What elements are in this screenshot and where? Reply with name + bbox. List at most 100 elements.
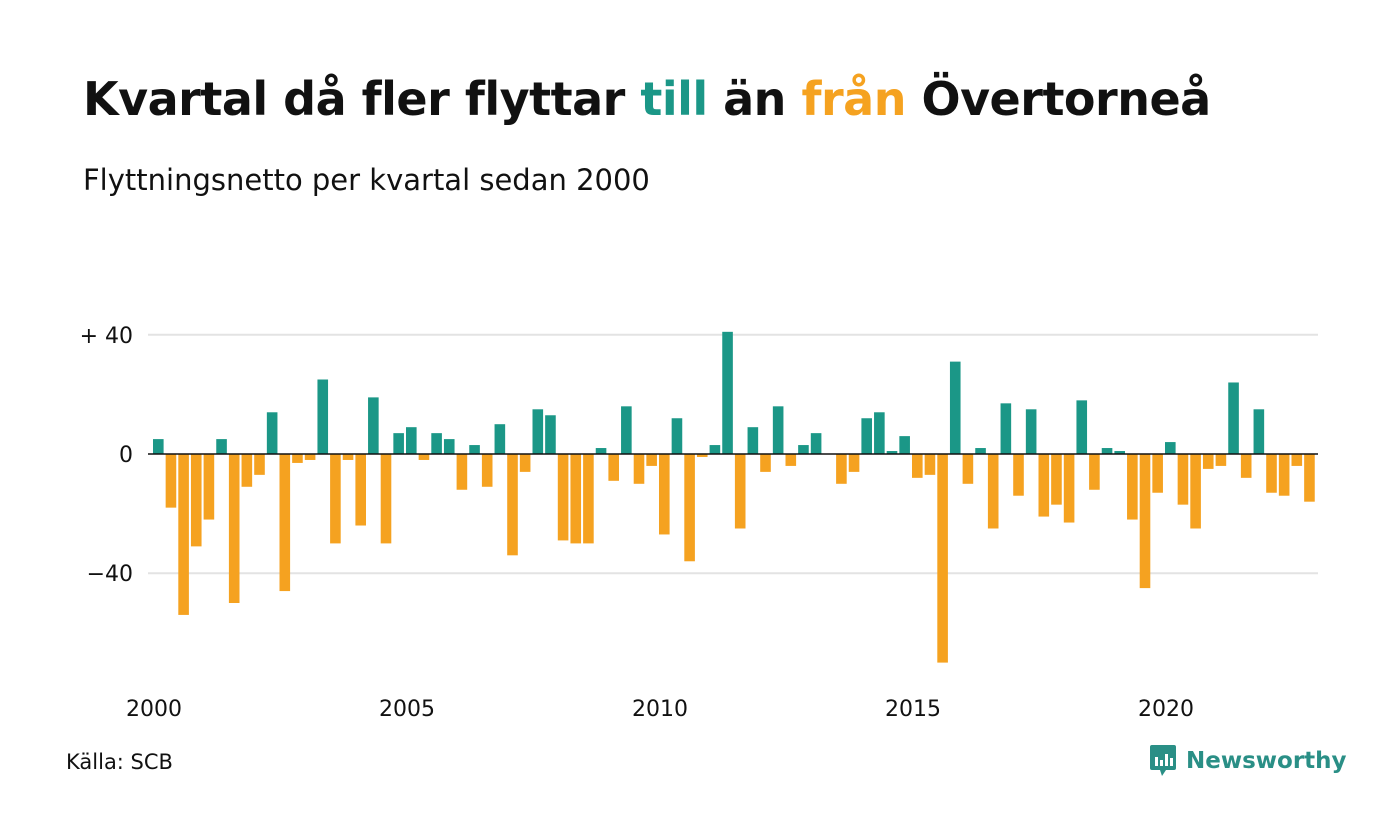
bar [507,454,518,556]
bar [228,454,240,603]
bars-layer [153,331,1315,663]
title-highlight-till: till [640,72,708,126]
bar [1291,454,1303,466]
bar [342,454,354,460]
bar [962,454,974,484]
bar [1114,451,1125,454]
bar [937,454,948,663]
newsworthy-logo-icon [1150,745,1176,776]
bar [1025,409,1037,454]
bar [747,427,759,454]
grid-layer [148,333,1318,575]
x-axis-labels: 2000 2005 2010 2015 2020 [126,697,1194,722]
y-tick-label: + 40 [80,324,133,349]
bar [772,406,784,454]
bar [1089,454,1100,490]
bar [583,454,594,544]
bar [886,451,898,454]
bar [696,454,708,457]
bar [1266,454,1277,493]
bar [760,454,771,472]
x-tick-label: 2015 [885,697,941,722]
bar [1013,454,1024,496]
bar [1228,382,1239,454]
bar [254,454,265,475]
bar [532,409,544,454]
bar [659,454,670,535]
title-part-1: Kvartal då fler flyttar [83,72,641,126]
bar [481,454,493,487]
bar [899,436,910,454]
bar [1177,454,1189,505]
bar [734,454,746,529]
bar [1101,448,1113,454]
bar [380,454,392,544]
bar [1063,454,1075,523]
bar [785,454,797,466]
bar [874,412,885,454]
bar [1202,454,1214,469]
bar [292,454,303,463]
bar [1000,403,1012,454]
bar-chart: + 40 0 −40 2000 2005 2010 2015 2020 [80,324,1318,722]
x-tick-label: 2005 [379,697,435,722]
bar [848,454,860,472]
bar [1215,454,1227,466]
bar [203,454,215,520]
x-tick-label: 2020 [1138,697,1194,722]
bar [545,415,556,454]
bar [1253,409,1265,454]
bar [216,439,227,454]
y-tick-label: −40 [87,562,133,587]
bar [266,412,278,454]
bar [1165,442,1176,454]
bar [861,418,872,454]
bar [1304,454,1315,502]
bar [469,445,480,454]
bar [987,454,999,529]
bar [1051,454,1062,505]
bar [671,418,683,454]
bar [684,454,695,562]
bar [1139,454,1151,589]
bar [595,448,607,454]
bar [798,445,809,454]
bar [633,454,645,484]
bar [431,433,442,454]
bar [368,397,379,454]
y-tick-label: 0 [119,443,133,468]
bar [241,454,253,487]
bar [1038,454,1050,517]
bar [557,454,569,541]
bar [570,454,582,544]
bar [924,454,936,475]
bar [949,361,961,454]
bar [836,454,847,484]
bar [621,406,632,454]
bar [1076,400,1088,454]
bar [165,454,177,508]
title-highlight-fran: från [801,72,906,126]
brand-logo: Newsworthy [1148,744,1347,778]
x-tick-label: 2000 [126,697,182,722]
bar [519,454,531,472]
bar [190,454,202,547]
title-part-3: än [707,72,802,126]
bar [406,427,417,454]
chart-title: Kvartal då fler flyttar till än från Öve… [83,72,1211,126]
y-axis-labels: + 40 0 −40 [80,324,133,587]
bar [810,433,822,454]
bar [1240,454,1252,478]
bar [153,439,164,454]
bar [646,454,657,466]
x-tick-label: 2010 [632,697,688,722]
bar [494,424,506,454]
bar [912,454,923,478]
bar [317,379,329,454]
bar [709,445,721,454]
bar [722,331,733,454]
title-part-5: Övertorneå [905,72,1211,126]
source-note: Källa: SCB [66,750,173,774]
bar [975,448,986,454]
bar [1190,454,1201,529]
